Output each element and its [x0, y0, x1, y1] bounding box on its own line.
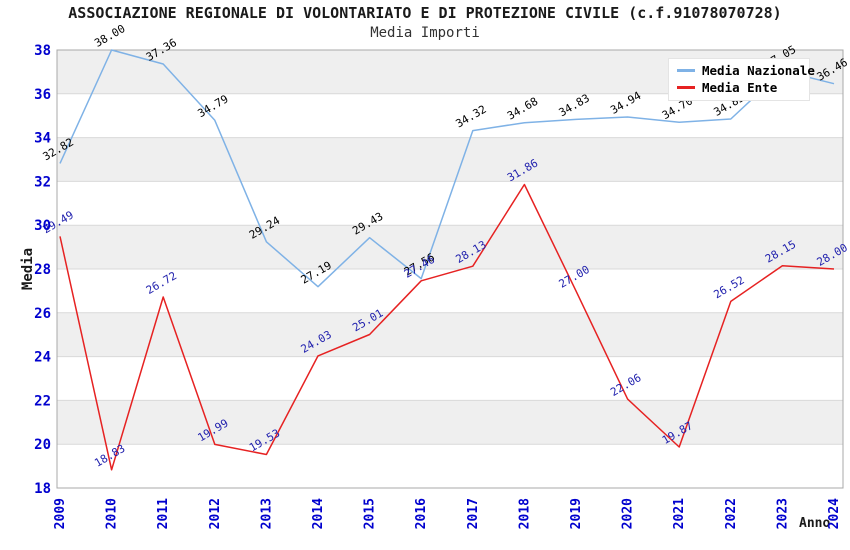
legend-label: Media Ente — [702, 80, 778, 95]
legend-item-media-ente: Media Ente — [677, 80, 801, 95]
series-line-media-nazionale — [59, 49, 835, 288]
x-tick-label: 2023 — [775, 498, 790, 529]
y-tick-label: 28 — [34, 262, 51, 278]
y-tick-label: 24 — [34, 350, 51, 366]
value-label-media-ente: 18.83 — [92, 442, 127, 470]
x-tick-label: 2019 — [569, 498, 584, 529]
y-tick-label: 18 — [34, 481, 51, 497]
grid-band — [57, 400, 843, 445]
x-tick-label: 2010 — [105, 498, 120, 529]
legend-swatch-media-nazionale — [677, 69, 695, 72]
x-tick-label: 2018 — [517, 498, 532, 529]
grid-band — [57, 225, 843, 269]
series-line-media-ente — [59, 183, 835, 471]
x-tick-label: 2009 — [53, 498, 68, 529]
y-tick-label: 38 — [34, 43, 51, 59]
value-label-media-nazionale: 34.83 — [557, 91, 592, 119]
value-label-media-nazionale: 34.79 — [195, 92, 230, 120]
x-tick-label: 2020 — [621, 498, 636, 529]
x-tick-label: 2024 — [827, 498, 842, 529]
x-tick-label: 2011 — [156, 498, 171, 529]
y-tick-label: 36 — [34, 87, 51, 103]
x-tick-label: 2017 — [466, 498, 481, 529]
plot-border — [56, 49, 844, 489]
legend-swatch-media-ente — [677, 86, 695, 89]
x-tick-label: 2021 — [672, 498, 687, 529]
legend: Media Nazionale Media Ente — [668, 58, 815, 101]
grid-band — [57, 137, 843, 182]
y-tick-label: 32 — [34, 174, 51, 190]
x-tick-label: 2016 — [414, 498, 429, 529]
legend-item-media-nazionale: Media Nazionale — [677, 63, 815, 78]
y-tick-label: 26 — [34, 306, 51, 322]
chart-subtitle: Media Importi — [370, 25, 480, 41]
y-tick-label: 22 — [34, 393, 51, 409]
y-tick-label: 34 — [34, 131, 51, 147]
x-tick-label: 2013 — [259, 498, 274, 529]
value-label-media-ente: 26.72 — [144, 269, 179, 297]
x-tick-label: 2022 — [724, 498, 739, 529]
value-label-media-nazionale: 34.32 — [453, 103, 488, 131]
value-label-media-nazionale: 34.68 — [505, 95, 540, 123]
x-tick-label: 2012 — [208, 498, 223, 529]
y-tick-label: 20 — [34, 437, 51, 453]
y-tick-label: 30 — [34, 218, 51, 234]
x-tick-label: 2015 — [363, 498, 378, 529]
value-label-media-ente: 26.52 — [711, 273, 746, 301]
grid-band — [57, 312, 843, 357]
value-label-media-nazionale: 38.00 — [92, 22, 127, 50]
chart-title: ASSOCIAZIONE REGIONALE DI VOLONTARIATO E… — [68, 4, 782, 22]
x-tick-label: 2014 — [311, 498, 326, 529]
x-axis-title: Anno — [799, 516, 831, 531]
legend-label: Media Nazionale — [702, 63, 815, 78]
